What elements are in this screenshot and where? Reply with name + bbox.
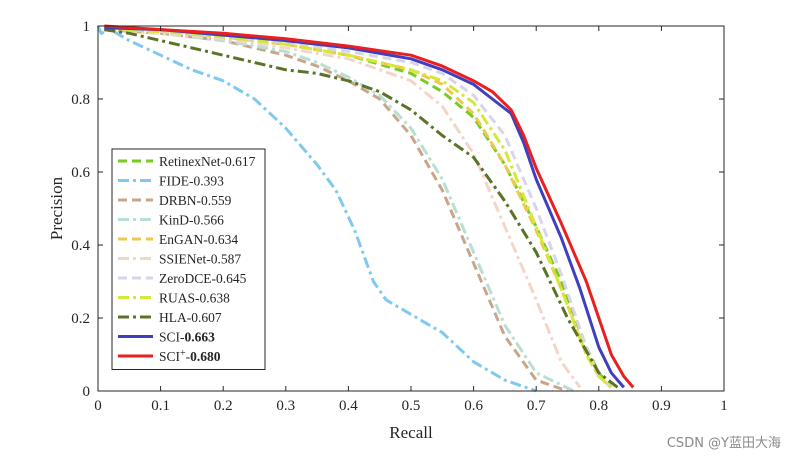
ticks-layer: 0 0.1 0.2 0.3 0.4 0.5 0.6 0.7 0.8 0.9 1 0 0.2 0.4 0.6 0… [71,19,728,414]
series-line-8 [104,28,619,389]
legend-entry: RetinexNet-0.617 [159,154,256,169]
y-tick-label: 1 [83,19,91,35]
legend-entry: FIDE-0.393 [159,174,224,189]
series-line-5 [104,28,582,389]
series-line-3 [104,28,575,393]
x-tick-label: 0.7 [527,398,546,414]
x-tick-label: 0.2 [214,398,233,414]
x-tick-label: 0.6 [464,398,483,414]
x-tick-label: 0 [94,398,102,414]
x-axis-label: Recall [389,423,433,442]
legend-entry: HLA-0.607 [159,310,222,325]
watermark: CSDN @Y蓝田大海 [666,436,781,451]
x-tick-label: 0.4 [339,398,358,414]
legend-entry: ZeroDCE-0.645 [159,271,247,286]
y-tick-label: 0.8 [71,92,90,108]
legend-entry: SSIENet-0.587 [159,252,241,267]
y-tick-label: 0 [83,384,91,400]
legend: RetinexNet-0.617 FIDE-0.393 DRBN-0.559 KinD… [111,148,266,370]
x-tick-label: 0.8 [589,398,608,414]
series-line-9 [104,26,625,389]
x-tick-label: 0.9 [652,398,671,414]
x-tick-label: 0.3 [276,398,295,414]
y-axis-label: Precision [47,176,66,240]
legend-box [111,148,266,370]
series-line-7 [104,28,613,389]
y-tick-label: 0.2 [71,311,90,327]
y-tick-label: 0.4 [71,238,90,254]
legend-entry: RUAS-0.638 [159,291,230,306]
legend-entry: SCI+-0.680 [159,348,221,365]
curves-layer [96,24,635,393]
legend-entry: SCI-0.663 [159,330,215,345]
x-tick-label: 1 [720,398,728,414]
x-tick-label: 0.5 [402,398,421,414]
x-tick-label: 0.1 [151,398,170,414]
legend-entry: DRBN-0.559 [159,193,232,208]
series-line-1 [96,25,537,393]
y-tick-label: 0.6 [71,165,90,181]
series-line-6 [104,26,613,389]
series-line-10 [104,24,635,389]
legend-entry: EnGAN-0.634 [159,232,238,247]
legend-entry: KinD-0.566 [159,213,224,228]
